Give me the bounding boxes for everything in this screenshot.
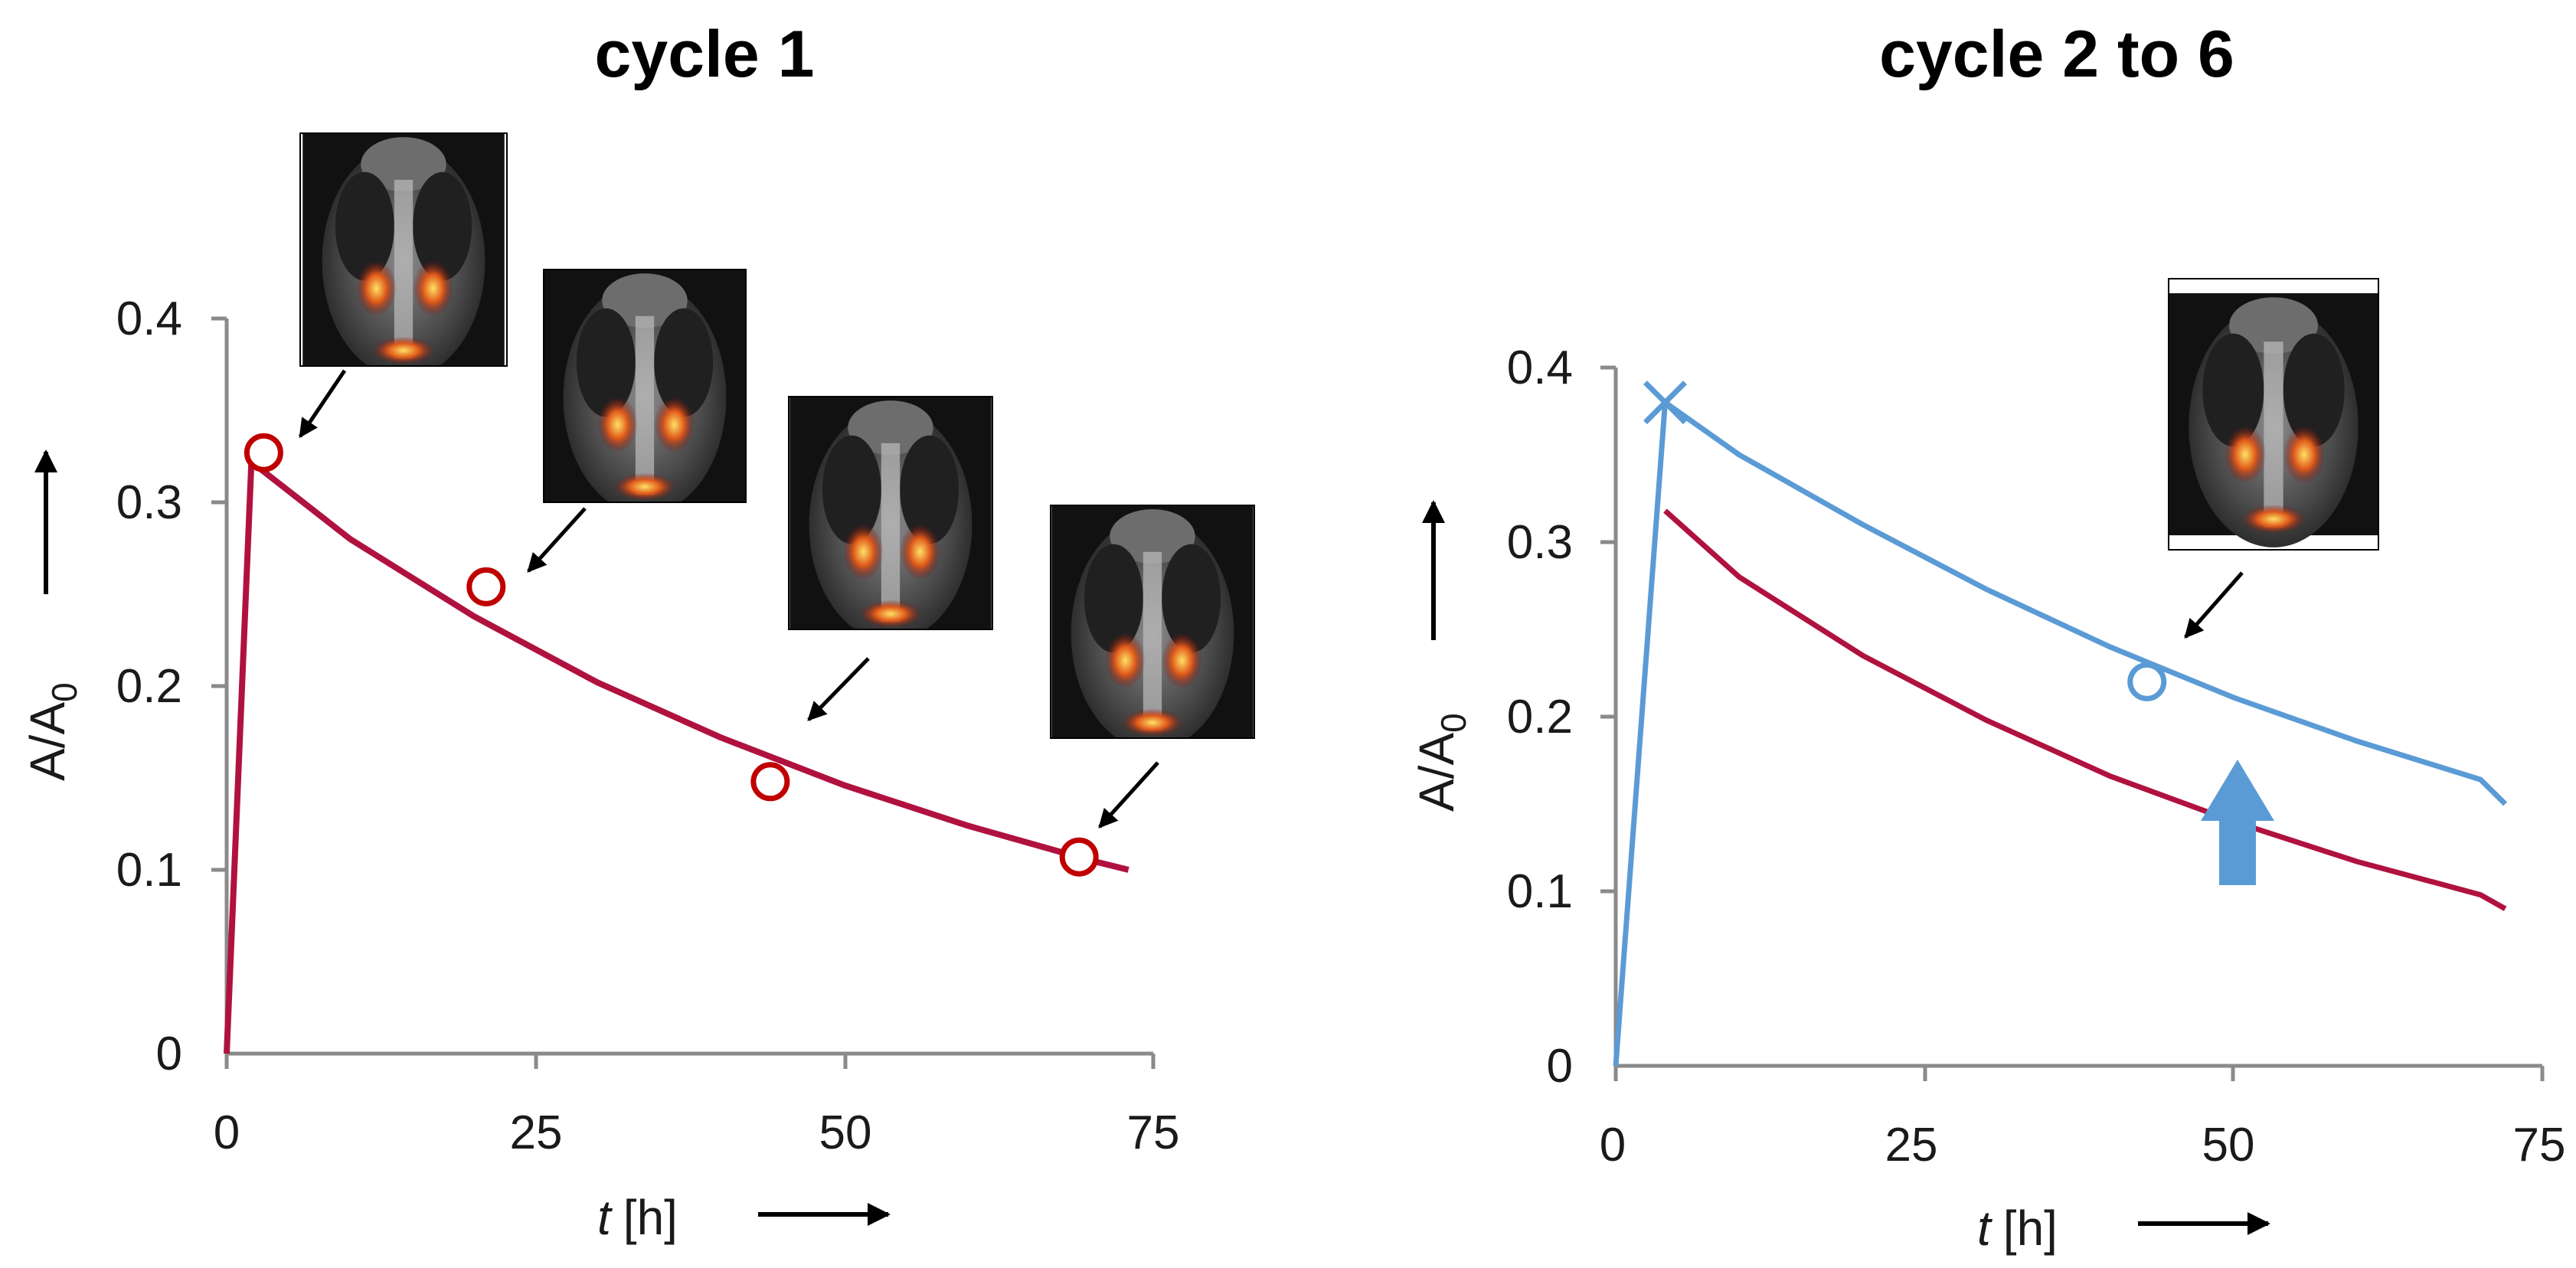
y-tick-label: 0.2 [116, 660, 182, 713]
peak-x-marker [1643, 381, 1688, 425]
y-axis-label-main: A/A [20, 702, 75, 781]
x-axis-variable: t [1977, 1201, 1992, 1256]
y-axis-label-main: A/A [1409, 733, 1464, 812]
y-axis: 0 0.1 0.2 0.3 0.4 [116, 292, 229, 1080]
scan-inset-69h [1050, 505, 1255, 828]
scan-inset-21h [527, 269, 747, 573]
x-tick-label: 50 [2202, 1119, 2255, 1172]
series-line-cycle-2-to-6-fit [1613, 397, 2508, 1067]
series-markers-cycle-2-to-6 [1643, 381, 2167, 701]
y-axis-label-sub: 0 [44, 682, 84, 702]
x-tick-label: 0 [1600, 1119, 1626, 1172]
y-tick-label: 0.3 [116, 476, 182, 529]
x-axis-label: t [h] [597, 1190, 678, 1245]
y-tick-label: 0.1 [1507, 865, 1573, 918]
x-tick-label: 50 [819, 1106, 872, 1159]
data-point-marker [466, 567, 506, 606]
x-tick-label: 75 [2513, 1119, 2566, 1172]
x-tick-label: 0 [214, 1106, 240, 1159]
scan-inset-3h [298, 132, 508, 439]
series-markers-cycle-1 [244, 433, 1099, 877]
x-tick-label: 25 [510, 1106, 563, 1159]
x-tick-label: 75 [1127, 1106, 1180, 1159]
scan-inset-43h [2168, 278, 2379, 639]
x-axis-label: t [h] [1977, 1201, 2058, 1256]
y-tick-label: 0 [1547, 1040, 1573, 1093]
x-axis: 0 25 50 75 [214, 1051, 1180, 1159]
y-tick-label: 0.2 [1507, 691, 1573, 743]
x-axis-unit: [h] [623, 1190, 678, 1245]
y-axis-label: A/A0 [1409, 713, 1473, 812]
y-axis: 0 0.1 0.2 0.3 0.4 [1507, 342, 1618, 1093]
data-point-marker [244, 433, 283, 472]
y-tick-label: 0.1 [116, 844, 182, 897]
x-tick-label: 25 [1885, 1119, 1938, 1172]
chart-title: cycle 2 to 6 [1879, 18, 2234, 91]
scan-inset-44h [788, 396, 993, 721]
y-tick-label: 0.4 [116, 292, 182, 345]
series-line-cycle-1-reference [1663, 508, 2507, 911]
y-axis-label-sub: 0 [1433, 713, 1473, 733]
x-axis: 0 25 50 75 [1600, 1064, 2566, 1172]
x-axis-variable: t [597, 1190, 613, 1245]
y-tick-label: 0 [156, 1028, 182, 1080]
chart-title: cycle 1 [595, 18, 815, 91]
increase-arrow-icon [2201, 760, 2274, 885]
series-line-cycle-1-fit [224, 456, 1129, 1054]
data-point-marker [1059, 837, 1099, 877]
y-tick-label: 0.4 [1507, 342, 1573, 394]
x-axis-unit: [h] [2003, 1201, 2058, 1256]
panel-cycle-2-to-6: cycle 2 to 6 0 0.1 0.2 0.3 0.4 0 25 50 7… [1409, 18, 2565, 1256]
data-point-marker [2127, 662, 2167, 701]
y-axis-label: A/A0 [20, 682, 84, 781]
data-point-marker [750, 762, 790, 802]
y-tick-label: 0.3 [1507, 516, 1573, 569]
panel-cycle-1: cycle 1 0 0.1 0.2 0.3 0.4 0 25 50 75 t [h… [20, 18, 1255, 1245]
